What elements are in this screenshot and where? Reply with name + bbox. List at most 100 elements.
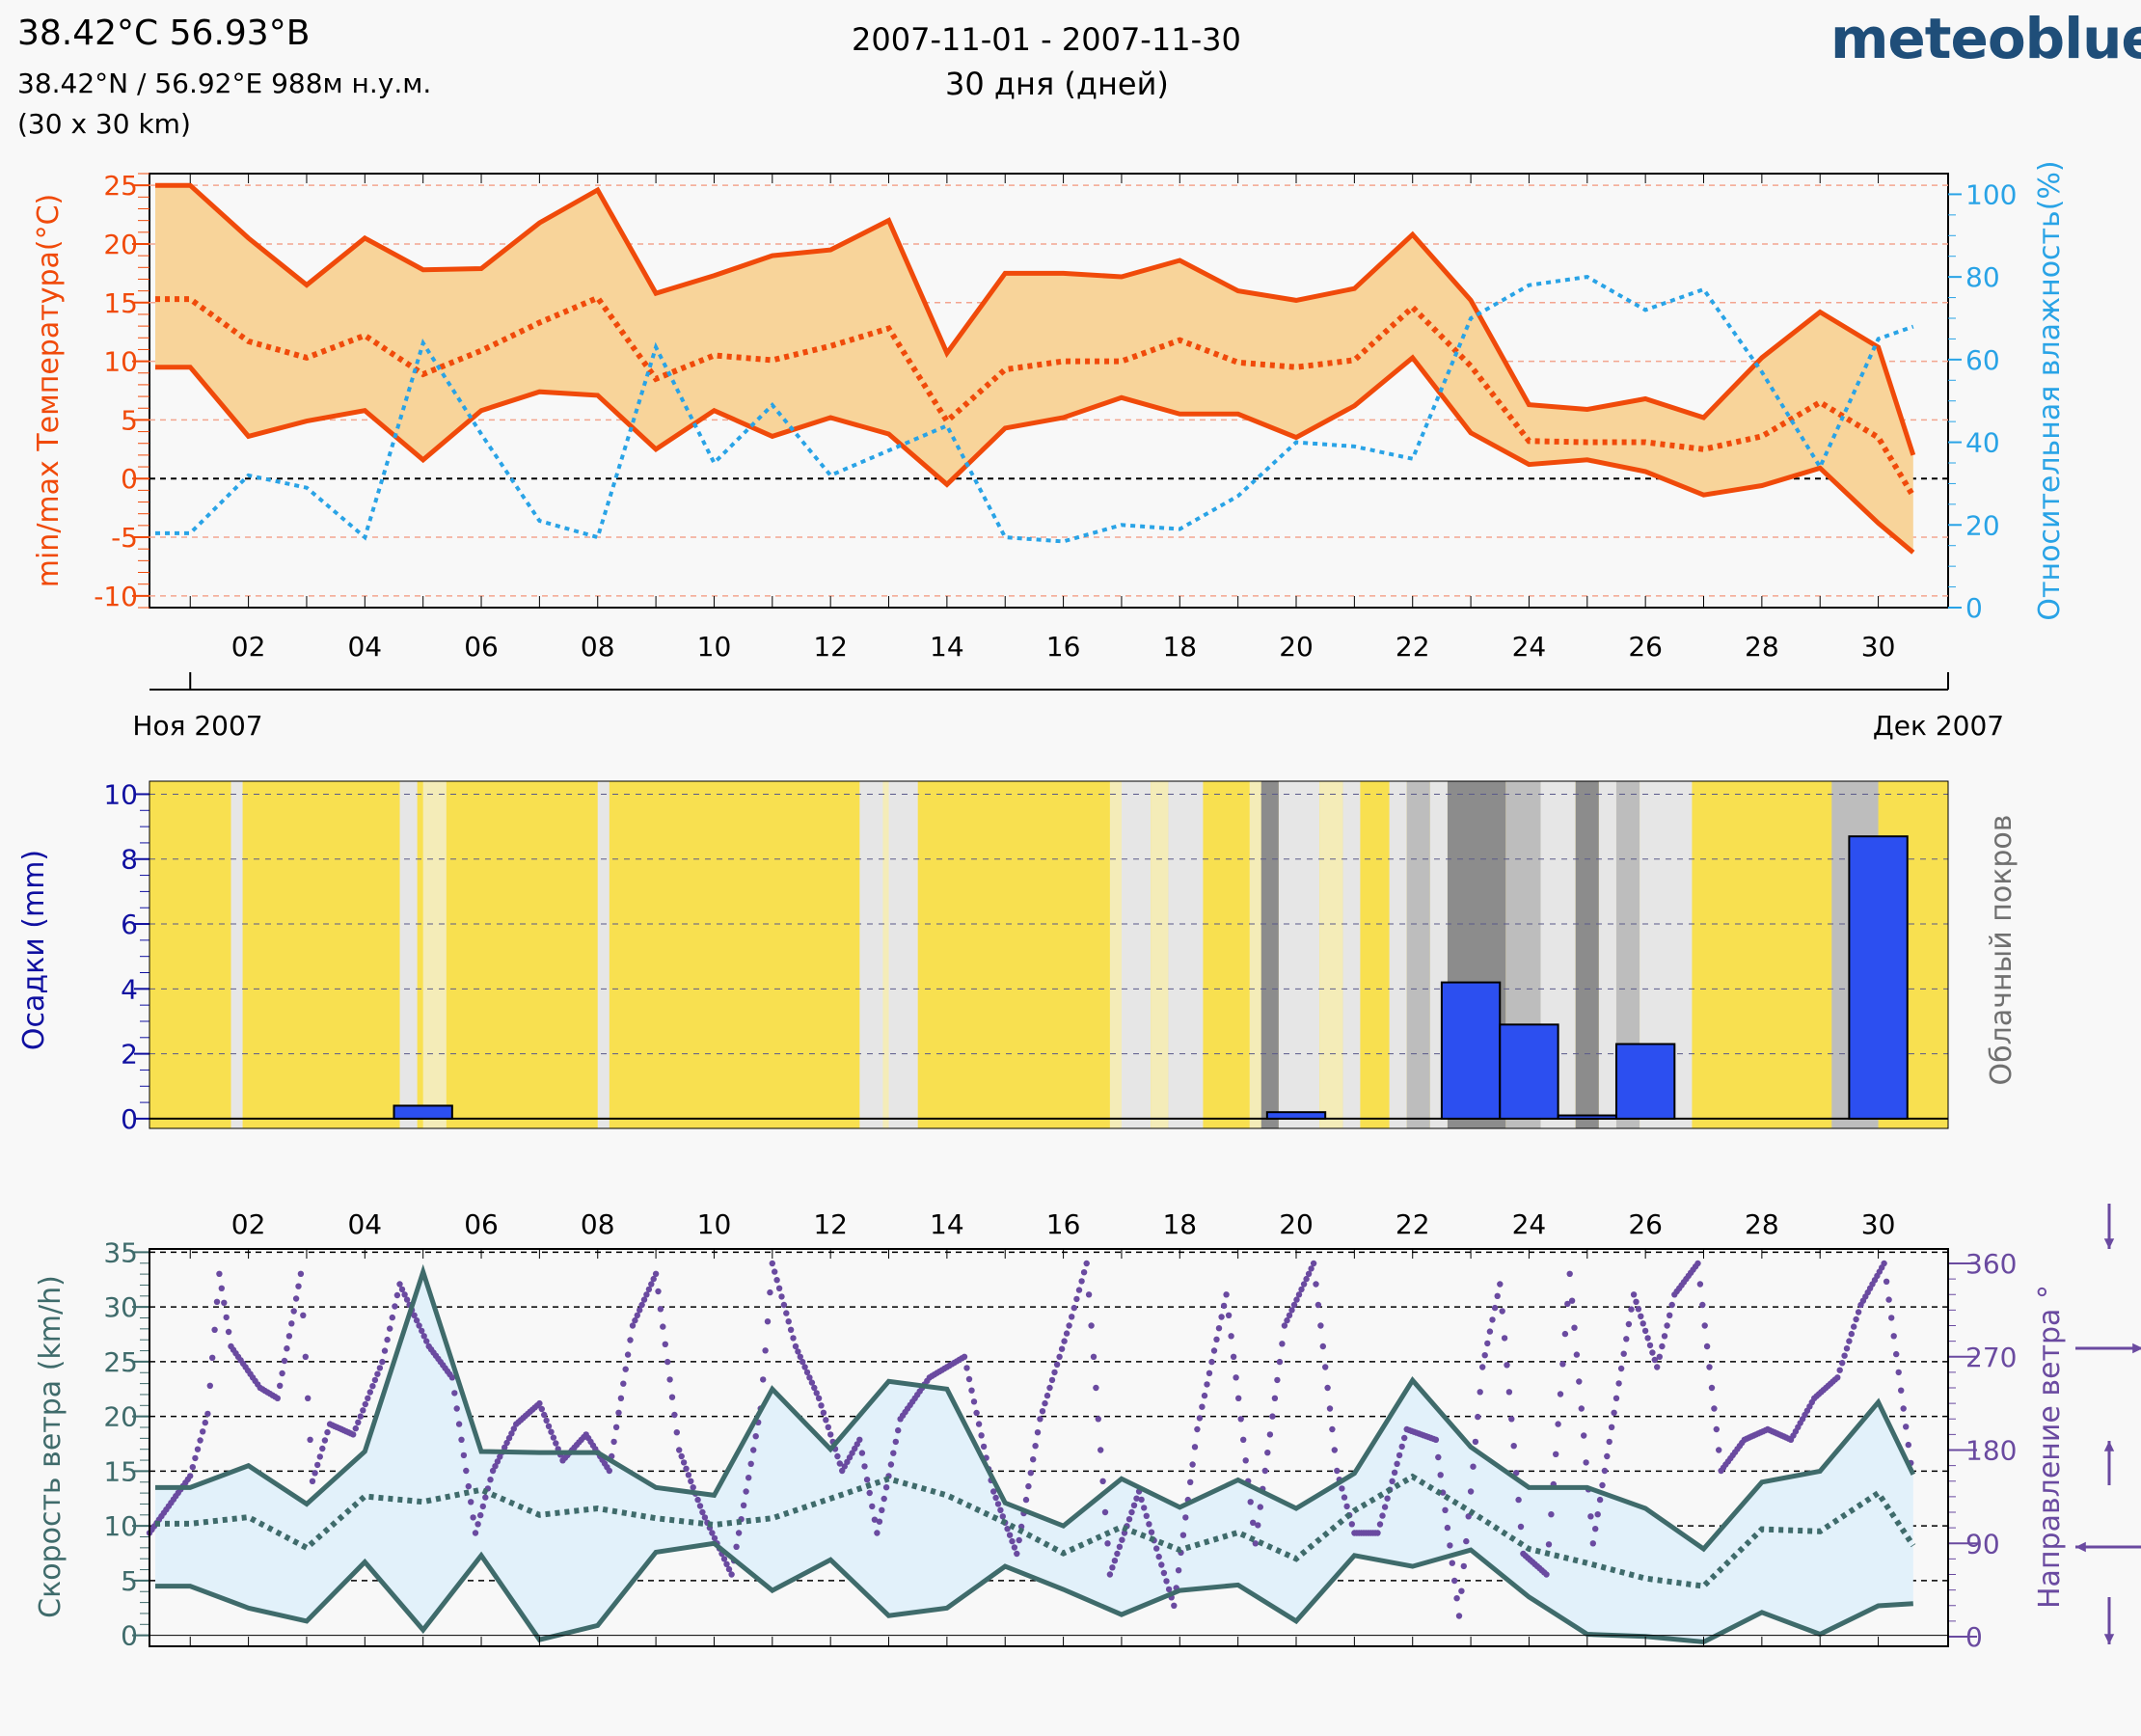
wind-direction-dot <box>762 1347 769 1354</box>
wind-direction-dot <box>1009 1537 1016 1545</box>
wind-direction-dot <box>307 1436 313 1444</box>
temperature-tick-label: 0 <box>121 463 138 495</box>
wind-direction-dot <box>961 1353 968 1361</box>
wind-direction-dot <box>482 1494 489 1501</box>
wind-direction-dot <box>1070 1304 1078 1312</box>
wind-direction-dot <box>1171 1602 1178 1610</box>
wind-direction-dot <box>1163 1578 1170 1585</box>
wind-direction-dot <box>1237 1416 1244 1423</box>
wind-direction-dot <box>678 1452 685 1460</box>
wind-direction-dot <box>1583 1459 1589 1466</box>
wind-direction-dot <box>648 1281 655 1288</box>
wind-direction-dot <box>882 1484 890 1491</box>
wind-direction-dot <box>1494 1292 1501 1300</box>
wind-direction-dot <box>1651 1356 1659 1364</box>
wind-direction-dot <box>1109 1564 1116 1571</box>
temperature-range-band <box>155 185 1913 553</box>
wind-direction-dot <box>1046 1384 1053 1392</box>
wind-direction-dot <box>660 1323 666 1330</box>
wind-direction-dot <box>1051 1369 1058 1376</box>
wind-direction-dot <box>1851 1323 1857 1330</box>
wind-direction-dot <box>374 1370 381 1377</box>
temperature-tick-label: 5 <box>121 404 138 436</box>
wind-direction-dot <box>1182 1514 1189 1521</box>
wind-direction-dot <box>211 1326 218 1334</box>
wind-direction-dot <box>856 1436 863 1444</box>
wind-direction-dot <box>1039 1408 1046 1415</box>
wind-direction-dot <box>376 1365 384 1371</box>
wind-direction-dot <box>811 1384 818 1392</box>
wind-direction-dot <box>1322 1364 1329 1370</box>
wind-direction-dot <box>553 1440 559 1447</box>
wind-direction-dot <box>1668 1301 1675 1309</box>
wind-direction-dot <box>879 1506 885 1514</box>
precip-tick-label: 0 <box>121 1103 138 1135</box>
wind-direction-dot <box>1587 1513 1594 1520</box>
wind-direction-dot <box>750 1447 757 1453</box>
wind-direction-dot <box>968 1387 975 1394</box>
temperature-x-tick-label: 02 <box>231 631 266 663</box>
wind-direction-dot <box>806 1374 813 1381</box>
wind-x-tick-label: 26 <box>1628 1208 1663 1240</box>
wind-direction-dot <box>1119 1536 1125 1543</box>
wind-direction-dot <box>772 1268 778 1275</box>
precip-bar <box>1614 1043 1676 1120</box>
wind-direction-dot <box>1472 1438 1479 1446</box>
wind-direction-dot <box>1042 1399 1048 1407</box>
wind-direction-dot <box>1078 1278 1085 1285</box>
wind-direction-dot <box>825 1424 831 1431</box>
temperature-x-tick-label: 16 <box>1046 631 1081 663</box>
wind-direction-dot <box>688 1478 694 1485</box>
wind-direction-dot <box>1646 1342 1654 1349</box>
arrow-down-icon <box>2103 1634 2115 1644</box>
wind-direction-dot <box>1890 1333 1897 1340</box>
wind-direction-dot <box>881 1495 887 1503</box>
wind-direction-dot <box>778 1293 785 1300</box>
wind-direction-dot <box>387 1325 393 1332</box>
cloud-cover-band <box>399 781 418 1128</box>
wind-direction-dot <box>1391 1469 1398 1477</box>
wind-direction-dot <box>1179 1532 1187 1538</box>
wind-direction-dot <box>494 1458 501 1465</box>
wind-direction-dot <box>1348 1521 1356 1528</box>
month-label-nov: Ноя 2007 <box>132 710 262 742</box>
wind-direction-dot <box>1504 1362 1510 1369</box>
wind-direction-dot <box>1853 1316 1859 1323</box>
wind-direction-dot <box>655 1288 662 1295</box>
wind-direction-dot <box>1269 1413 1276 1420</box>
wind-direction-dot <box>1125 1516 1133 1523</box>
wind-direction-dot <box>1883 1278 1890 1286</box>
wind-direction-dot <box>1895 1369 1902 1376</box>
wind-direction-dot <box>1905 1441 1912 1449</box>
temperature-x-tick-label: 08 <box>581 631 615 663</box>
wind-direction-dot <box>871 1516 879 1523</box>
wind-direction-dot <box>474 1521 481 1528</box>
wind-direction-dot <box>1274 1376 1281 1384</box>
wind-tick-label: 30 <box>103 1291 138 1323</box>
wind-direction-dot <box>994 1501 1002 1507</box>
wind-direction-dot <box>1633 1298 1640 1306</box>
wind-tick-label: 15 <box>103 1455 138 1487</box>
wind-direction-dot <box>357 1413 364 1420</box>
wind-direction-dot <box>1264 1450 1271 1456</box>
wind-x-tick-label: 04 <box>347 1208 382 1240</box>
wind-direction-dot <box>1435 1453 1442 1461</box>
wind-direction-dot <box>773 1277 780 1284</box>
precip-tick-label: 8 <box>121 844 138 876</box>
wind-tick-label: 0 <box>121 1620 138 1652</box>
wind-direction-dot <box>813 1390 820 1397</box>
wind-direction-dot <box>197 1437 203 1444</box>
wind-direction-dot <box>795 1348 801 1355</box>
wind-direction-dot <box>673 1429 680 1436</box>
wind-direction-dot <box>701 1514 709 1521</box>
wind-direction-dot <box>790 1335 797 1342</box>
wind-direction-dot <box>769 1260 775 1267</box>
temperature-tick-label: 25 <box>103 170 138 202</box>
wind-direction-dot <box>666 1376 673 1383</box>
wind-direction-dot <box>629 1322 637 1329</box>
wind-direction-dot <box>489 1467 497 1475</box>
wind-direction-dot <box>1625 1320 1633 1328</box>
wind-direction-dot <box>1261 1467 1269 1475</box>
wind-direction-dot <box>279 1370 285 1377</box>
wind-direction-dot <box>965 1375 973 1383</box>
